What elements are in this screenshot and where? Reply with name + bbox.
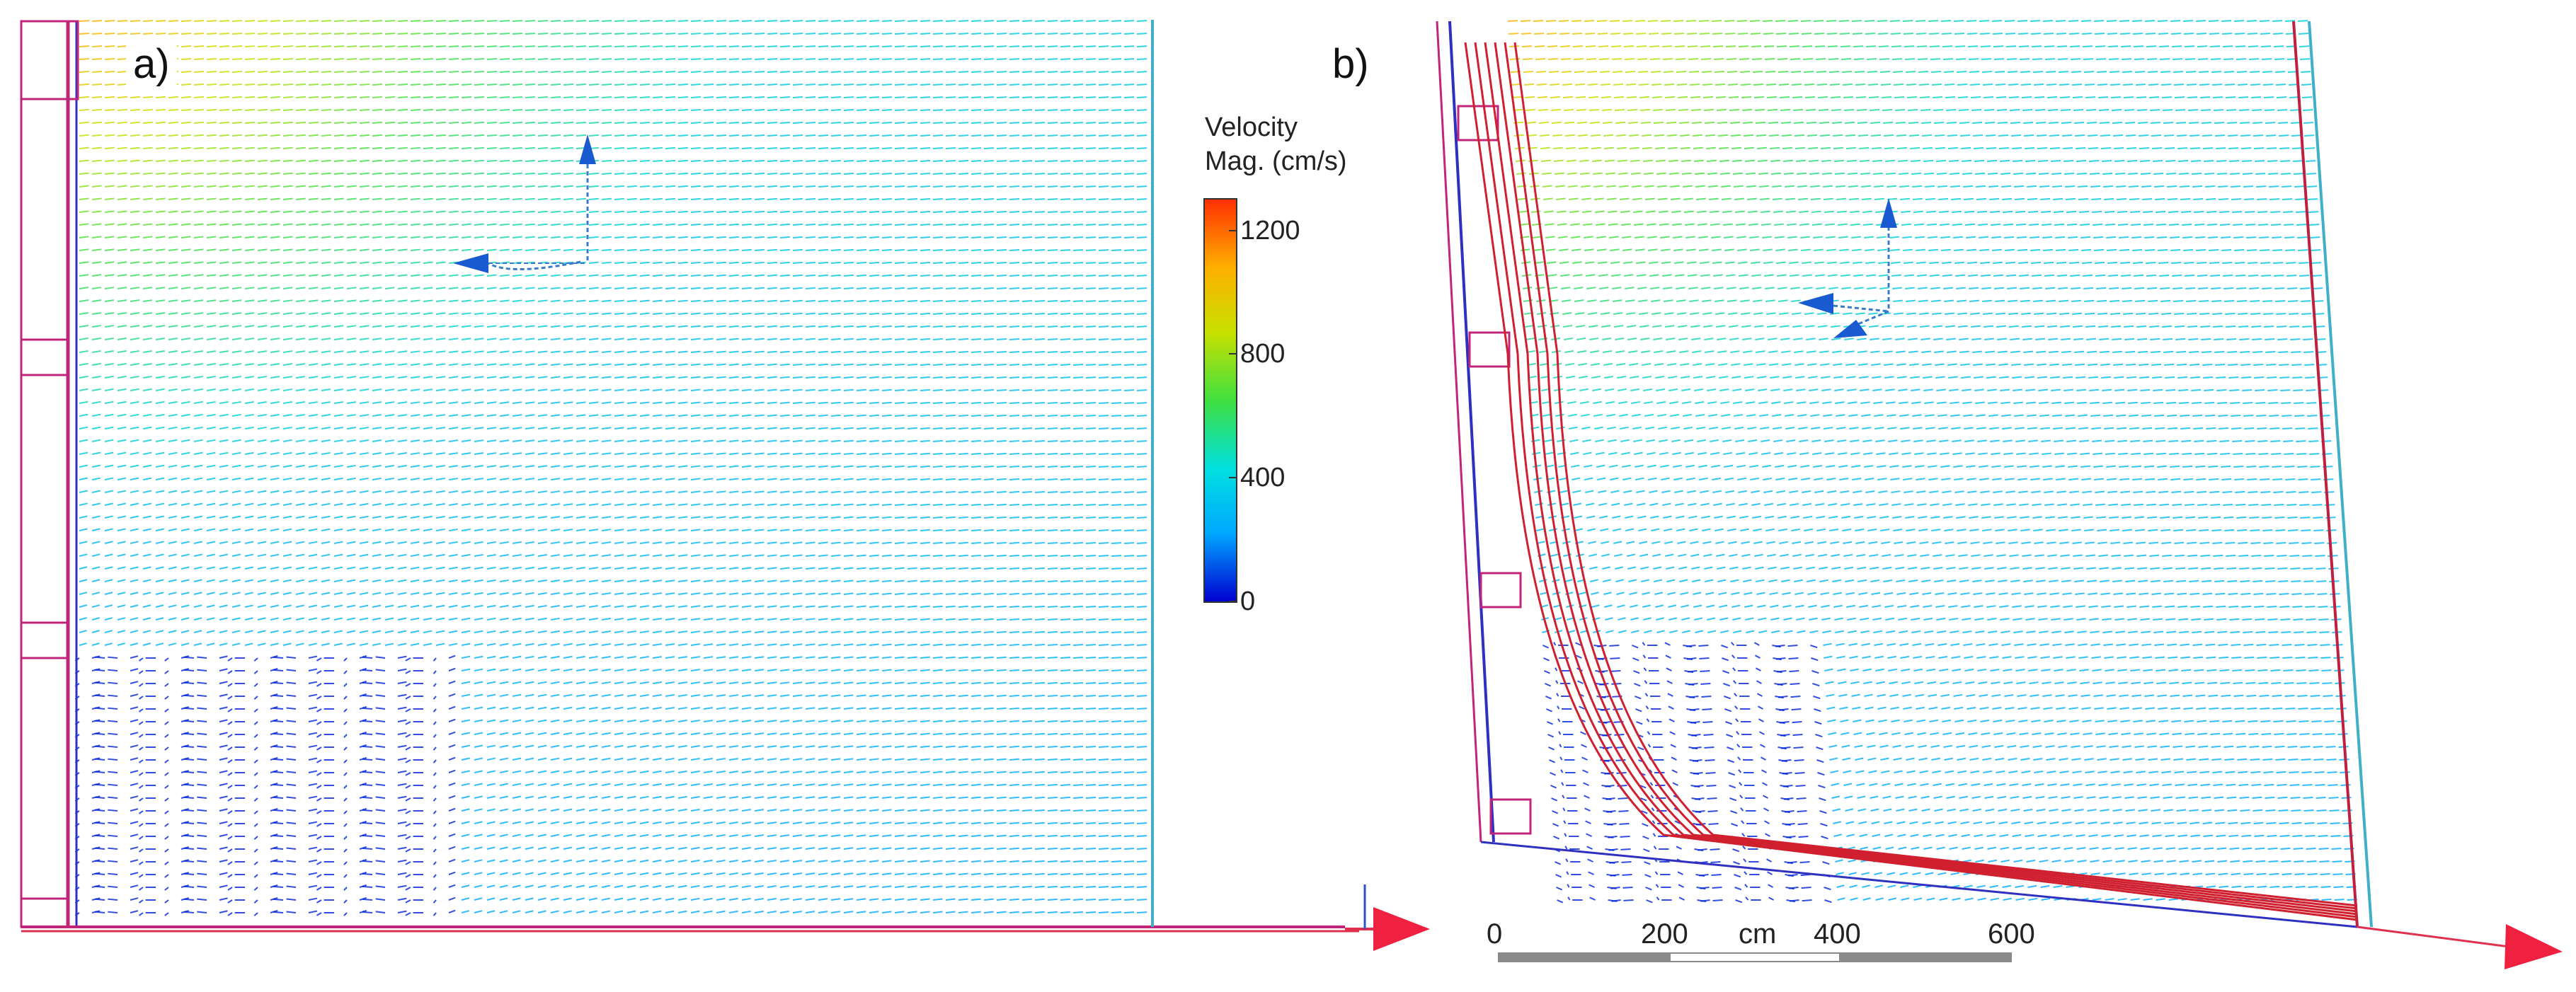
panel-b-axis-triad bbox=[1798, 198, 1897, 338]
axis-arrow-left-icon bbox=[453, 253, 488, 273]
colorbar-tick-mark bbox=[1229, 477, 1236, 479]
colorbar bbox=[1203, 198, 1237, 603]
colorbar-tick-label: 1200 bbox=[1240, 215, 1300, 246]
panel-b-glyphs bbox=[1507, 20, 2357, 904]
axis-arrow-up-icon bbox=[1880, 198, 1897, 228]
scale-bar-unit: cm bbox=[1739, 918, 1777, 950]
scale-bar-tick-label: 400 bbox=[1814, 918, 1861, 950]
panel-b-x-axis-arrow-icon bbox=[2505, 924, 2563, 969]
colorbar-title-line1: Velocity bbox=[1205, 113, 1298, 142]
scale-bar-tick-label: 0 bbox=[1487, 918, 1503, 950]
panel-a-frame bbox=[20, 20, 1359, 933]
colorbar-tick-mark bbox=[1229, 353, 1236, 355]
axis-arrow-diag-icon bbox=[1833, 320, 1867, 338]
panel-a-x-axis-arrow-icon bbox=[1345, 884, 1430, 951]
scale-bar-segment bbox=[1669, 952, 1841, 962]
scale-bar-segment bbox=[1498, 952, 1669, 962]
scale-bar-tick-label: 200 bbox=[1641, 918, 1688, 950]
colorbar-tick-label: 800 bbox=[1240, 339, 1286, 369]
scale-bar-segment bbox=[1841, 952, 2012, 962]
panel-b-label: b) bbox=[1325, 41, 1376, 88]
colorbar-tick-label: 0 bbox=[1240, 587, 1256, 616]
panel-a-glyphs bbox=[74, 20, 1147, 916]
scale-bar-tick-label: 600 bbox=[1988, 918, 2035, 950]
panel-b-streamlines bbox=[1464, 42, 2358, 921]
panel-b-frame bbox=[1436, 21, 2521, 950]
axis-arrow-left-icon bbox=[1798, 293, 1833, 314]
colorbar-tick-label: 400 bbox=[1240, 463, 1286, 493]
colorbar-tick-mark bbox=[1229, 601, 1236, 602]
axis-arrow-up-icon bbox=[579, 134, 596, 164]
colorbar-title-line2: Mag. (cm/s) bbox=[1205, 146, 1347, 176]
panel-a-axis-triad bbox=[453, 134, 596, 273]
panel-a-label: a) bbox=[126, 41, 177, 88]
colorbar-tick-mark bbox=[1229, 229, 1236, 231]
